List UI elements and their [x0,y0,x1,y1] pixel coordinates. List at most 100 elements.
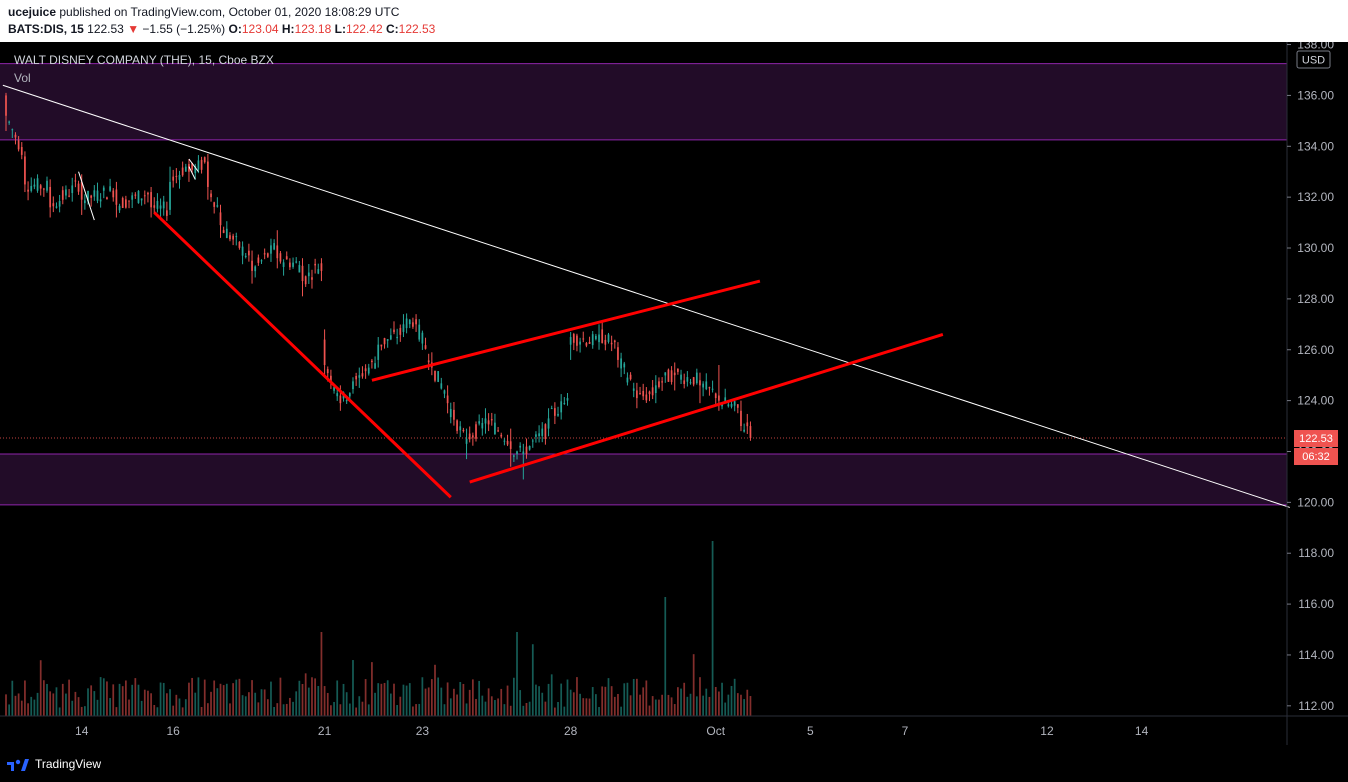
candle-body [367,367,370,374]
volume-bar [503,704,506,716]
candle-body [248,250,250,256]
candle-body [468,433,471,440]
volume-bar [702,695,704,716]
candle-body [617,347,619,360]
volume-bar [74,691,77,716]
candle-body [620,358,622,369]
candle-body [396,336,399,339]
volume-bar [645,680,648,716]
candle-body [456,420,458,431]
volume-bars [5,541,752,716]
author-name[interactable]: ucejuice [8,5,57,19]
volume-bar [465,703,468,716]
volume-bar [604,686,607,716]
candle-body [254,266,257,272]
volume-bar [289,697,291,716]
close-label: C: [385,22,399,36]
trendline-red-1[interactable] [153,211,452,499]
volume-bar [506,685,509,716]
volume-bar [159,682,162,716]
candle-body [654,385,657,393]
volume-bar [617,693,619,716]
trendlines[interactable] [2,84,1291,508]
candle-body [484,418,487,424]
price-tick-label: 134.00 [1297,139,1334,153]
candle-body [651,387,654,396]
drawing-mark-0[interactable] [78,171,95,221]
candle-body [680,374,682,380]
volume-bar [339,704,342,716]
candle-body [320,263,323,271]
volume-bar [396,705,399,716]
volume-bar [270,681,272,716]
volume-bar [683,682,686,716]
volume-bar [49,691,52,716]
published-text: published on TradingView.com, October 01… [59,5,400,19]
candle-body [289,262,291,268]
volume-bar [99,677,102,716]
candle-body [5,95,7,116]
candle-body [494,422,496,434]
trendline-red-2[interactable] [371,279,761,382]
volume-bar [724,702,727,716]
candle-body [528,446,531,450]
candle-body [667,369,670,382]
candle-body [686,377,689,382]
volume-bar [52,693,55,716]
volume-bar [5,694,7,716]
trendline-white-0[interactable] [2,84,1291,508]
volume-bar [629,695,632,716]
footer[interactable]: TradingView [6,754,101,774]
volume-bar [613,696,616,716]
price-tick-label: 130.00 [1297,241,1334,255]
candle-body [304,276,307,285]
volume-bar [263,689,266,716]
volume-bar [446,682,449,716]
volume-bar [90,685,93,716]
footer-brand[interactable]: TradingView [35,757,102,771]
volume-bar [459,681,462,716]
candle-body [99,199,102,202]
candle-body [509,441,512,449]
volume-bar [695,696,698,716]
candle-body [408,319,411,325]
time-tick-label: 16 [167,724,181,738]
candle-body [219,212,222,226]
candle-body [591,334,594,346]
candle-body [613,340,616,343]
candle-body [162,201,165,209]
footer-bar [0,745,1348,782]
candle-body [109,186,111,191]
volume-bar [112,684,115,716]
volume-bar [229,703,231,716]
volume-bar [494,700,496,716]
candle-body [749,426,752,439]
tradingview-logo-icon [7,759,29,771]
time-tick-label: 5 [807,724,814,738]
drawing-mark-2[interactable] [188,166,196,180]
candle-body [506,440,509,445]
drawing-mark-1[interactable] [188,158,199,173]
candle-body [46,180,48,191]
volume-bar [77,697,80,716]
candle-body [538,433,540,437]
volume-bar [298,680,301,716]
candle-body [746,422,749,427]
volume-bar [304,673,307,716]
volume-bar [528,701,531,716]
volume-bar [68,679,70,716]
trendline-red-3[interactable] [469,333,944,484]
candle-body [191,163,193,170]
volume-bar [405,685,408,716]
price-chart[interactable]: 112.00114.00116.00118.00120.00122.00124.… [0,42,1348,745]
volume-bar [27,703,29,716]
volume-bar [33,699,36,716]
candle-body [702,383,704,388]
price-axis[interactable]: 112.00114.00116.00118.00120.00122.00124.… [1287,42,1334,713]
currency-button[interactable]: USD [1296,50,1331,69]
candle-body [714,393,717,399]
candle-body [188,164,190,172]
volume-bar [374,692,376,716]
time-axis[interactable]: 14 16 21 23 28 Oct 5 7 12 14 [75,724,1149,738]
volume-bar [8,704,11,716]
